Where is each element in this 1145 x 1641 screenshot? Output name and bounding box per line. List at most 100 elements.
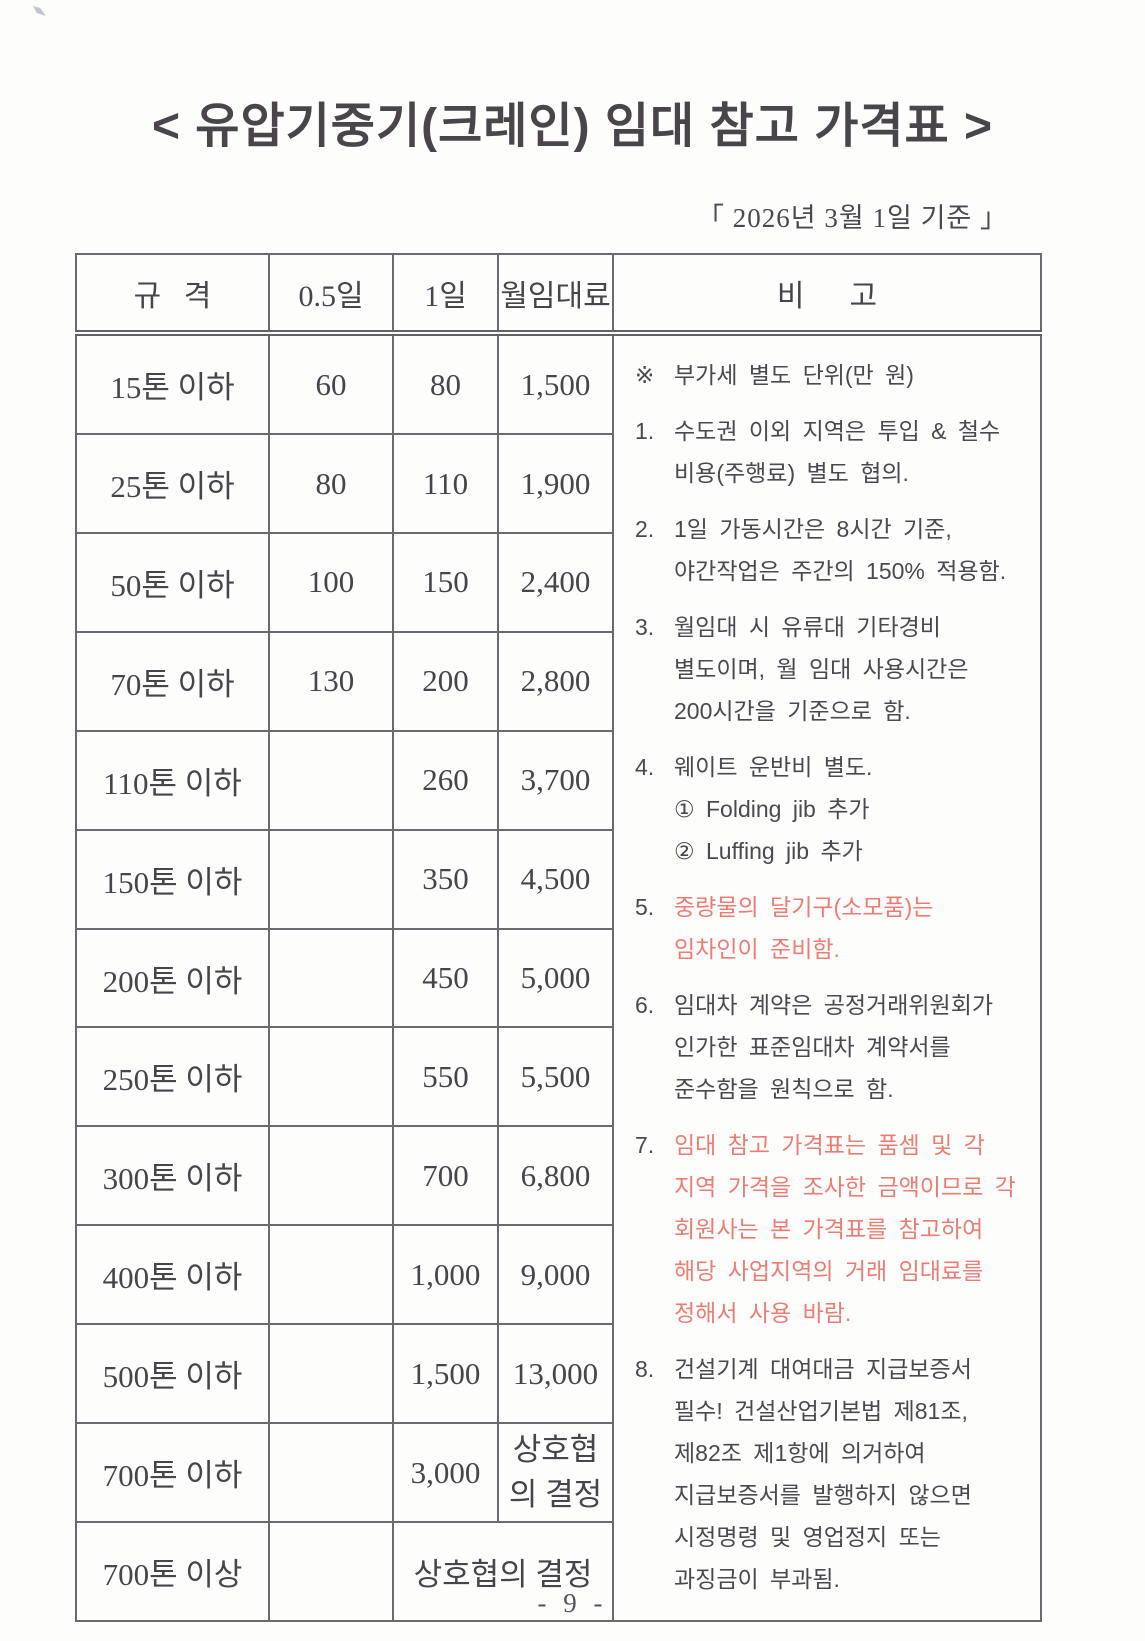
price-table: 규 격 0.5일 1일 월임대료 비 고 15톤 이하 60 80 1,500 ※ 부가세… — [75, 253, 1042, 1622]
price-cell — [268, 1224, 394, 1326]
note-line: 200시간을 기준으로 함. — [674, 698, 911, 724]
table-row: 15톤 이하 60 80 1,500 ※ 부가세 별도 단위(만 원) 1. 수도권 이외 지… — [75, 331, 1042, 1622]
price-table-body: 15톤 이하 60 80 1,500 ※ 부가세 별도 단위(만 원) 1. 수도권 이외 지… — [75, 331, 1042, 1622]
note-line: 월임대 시 유류대 기타경비 — [674, 614, 941, 640]
price-cell: 100 — [268, 531, 394, 633]
header-one-day: 1일 — [392, 253, 499, 336]
note-line: 1일 가동시간은 8시간 기준, — [674, 516, 952, 542]
spec-cell: 700톤 이상 — [75, 1521, 270, 1622]
page-number: - 9 - — [537, 1588, 608, 1618]
note-marker: 2. — [635, 516, 655, 542]
price-cell: 1,500 — [392, 1323, 499, 1425]
note-line: 필수! 건설산업기본법 제81조, — [674, 1398, 968, 1424]
note-marker: 7. — [635, 1132, 655, 1158]
price-cell: 3,000 — [392, 1422, 499, 1524]
table-row: 150톤 이하 350 4,500 — [75, 828, 1041, 930]
spec-cell: 150톤 이하 — [75, 828, 270, 930]
note-line: 임차인이 준비함. — [674, 936, 840, 962]
spec-cell: 25톤 이하 — [75, 433, 270, 534]
notes-list: ※ 부가세 별도 단위(만 원) 1. 수도권 이외 지역은 투입 & 철수 비용(주행… — [634, 354, 1032, 1600]
spec-cell: 500톤 이하 — [75, 1323, 270, 1425]
note-line: 중량물의 달기구(소모품)는 — [674, 894, 934, 920]
header-row: 규 격 0.5일 1일 월임대료 비 고 — [75, 253, 1042, 336]
note-item: 8. 건설기계 대여대금 지급보증서 필수! 건설산업기본법 제81조, 제82조 제… — [634, 1348, 1032, 1600]
note-line: 회원사는 본 가격표를 참고하여 — [674, 1216, 984, 1242]
price-cell: 1,500 — [497, 331, 614, 436]
table-row: 700톤 이상 상호협의 결정 — [75, 1521, 1041, 1622]
price-cell: 150 — [392, 531, 499, 633]
note-line: 부가세 별도 단위(만 원) — [674, 362, 914, 388]
table-row: 200톤 이하 450 5,000 — [75, 927, 1041, 1029]
price-cell: 6,800 — [497, 1125, 614, 1227]
price-cell: 550 — [392, 1026, 499, 1128]
note-line: 해당 사업지역의 거래 임대료를 — [674, 1258, 984, 1284]
price-cell — [268, 1422, 394, 1524]
price-cell: 200 — [392, 630, 499, 732]
header-remarks: 비 고 — [612, 253, 1042, 336]
note-line: 웨이트 운반비 별도. — [674, 754, 873, 780]
price-cell — [268, 1521, 394, 1622]
note-item: 2. 1일 가동시간은 8시간 기준, 야간작업은 주간의 150% 적용함. — [634, 508, 1032, 592]
note-line: 지급보증서를 발행하지 않으면 — [674, 1482, 972, 1508]
price-cell: 9,000 — [497, 1224, 614, 1326]
price-cell: 700 — [392, 1125, 499, 1227]
price-cell — [268, 1026, 394, 1128]
note-line: 건설기계 대여대금 지급보증서 — [674, 1356, 972, 1382]
spec-cell: 700톤 이하 — [75, 1422, 270, 1524]
note-line: 별도이며, 월 임대 사용시간은 — [674, 656, 969, 682]
price-cell — [268, 1125, 394, 1227]
note-line: ② Luffing jib 추가 — [674, 838, 863, 864]
price-cell: 4,500 — [497, 828, 614, 930]
price-cell: 450 — [392, 927, 499, 1029]
note-marker: 8. — [635, 1356, 655, 1382]
header-monthly-rent: 월임대료 — [497, 253, 614, 336]
spec-cell: 70톤 이하 — [75, 630, 270, 732]
table-row: 50톤 이하 100 150 2,400 — [75, 531, 1041, 633]
table-row: 300톤 이하 700 6,800 — [75, 1125, 1041, 1227]
note-marker: 4. — [635, 754, 655, 780]
price-cell: 80 — [268, 433, 394, 534]
table-row: 110톤 이하 260 3,700 — [75, 729, 1041, 831]
remarks-cell: ※ 부가세 별도 단위(만 원) 1. 수도권 이외 지역은 투입 & 철수 비용(주행… — [612, 332, 1042, 1622]
price-cell: 5,000 — [497, 927, 614, 1029]
price-cell — [268, 927, 394, 1029]
price-cell — [268, 729, 394, 831]
note-item: 6. 임대차 계약은 공정거래위원회가 인가한 표준임대차 계약서를 준수함을 원칙으… — [634, 984, 1032, 1110]
note-marker: 3. — [635, 614, 655, 640]
spec-cell: 15톤 이하 — [75, 331, 270, 436]
note-line: 준수함을 원칙으로 함. — [674, 1076, 894, 1102]
table-row: 250톤 이하 550 5,500 — [75, 1026, 1041, 1128]
table-row: 500톤 이하 1,500 13,000 — [75, 1323, 1041, 1425]
note-line: 과징금이 부과됨. — [674, 1566, 840, 1592]
note-marker: 5. — [635, 894, 655, 920]
price-cell: 350 — [392, 828, 499, 930]
date-reference: 「 2026년 3월 1일 기준 」 — [697, 203, 1008, 233]
price-cell: 1,900 — [497, 433, 614, 534]
note-line: 임대차 계약은 공정거래위원회가 — [674, 992, 994, 1018]
note-line: 야간작업은 주간의 150% 적용함. — [674, 558, 1007, 584]
price-cell: 110 — [392, 433, 499, 534]
note-line: 정해서 사용 바람. — [674, 1300, 852, 1326]
price-cell: 3,700 — [497, 729, 614, 831]
note-line: 수도권 이외 지역은 투입 & 철수 — [674, 418, 1001, 444]
note-line: ① Folding jib 추가 — [674, 796, 870, 822]
note-line: 임대 참고 가격표는 품셈 및 각 — [674, 1132, 985, 1158]
note-item: 7. 임대 참고 가격표는 품셈 및 각 지역 가격을 조사한 금액이므로 각 회원사… — [634, 1124, 1032, 1334]
spec-cell: 200톤 이하 — [75, 927, 270, 1029]
price-cell: 260 — [392, 729, 499, 831]
page-title: < 유압기중기(크레인) 임대 참고 가격표 > — [151, 100, 994, 153]
table-row: 70톤 이하 130 200 2,800 — [75, 630, 1041, 732]
spec-cell: 300톤 이하 — [75, 1125, 270, 1227]
price-cell: 상호협의 결정 — [392, 1521, 614, 1622]
note-marker: ※ — [635, 362, 655, 388]
price-cell — [268, 1323, 394, 1425]
table-row: 700톤 이하 3,000 상호협의 결정 — [75, 1422, 1041, 1524]
note-item: 4. 웨이트 운반비 별도. ① Folding jib 추가 ② Luffing j… — [634, 746, 1032, 872]
price-cell: 5,500 — [497, 1026, 614, 1128]
note-marker: 1. — [635, 418, 655, 444]
note-item: 1. 수도권 이외 지역은 투입 & 철수 비용(주행료) 별도 협의. — [634, 410, 1032, 494]
table-header: 규 격 0.5일 1일 월임대료 비 고 — [75, 253, 1042, 336]
